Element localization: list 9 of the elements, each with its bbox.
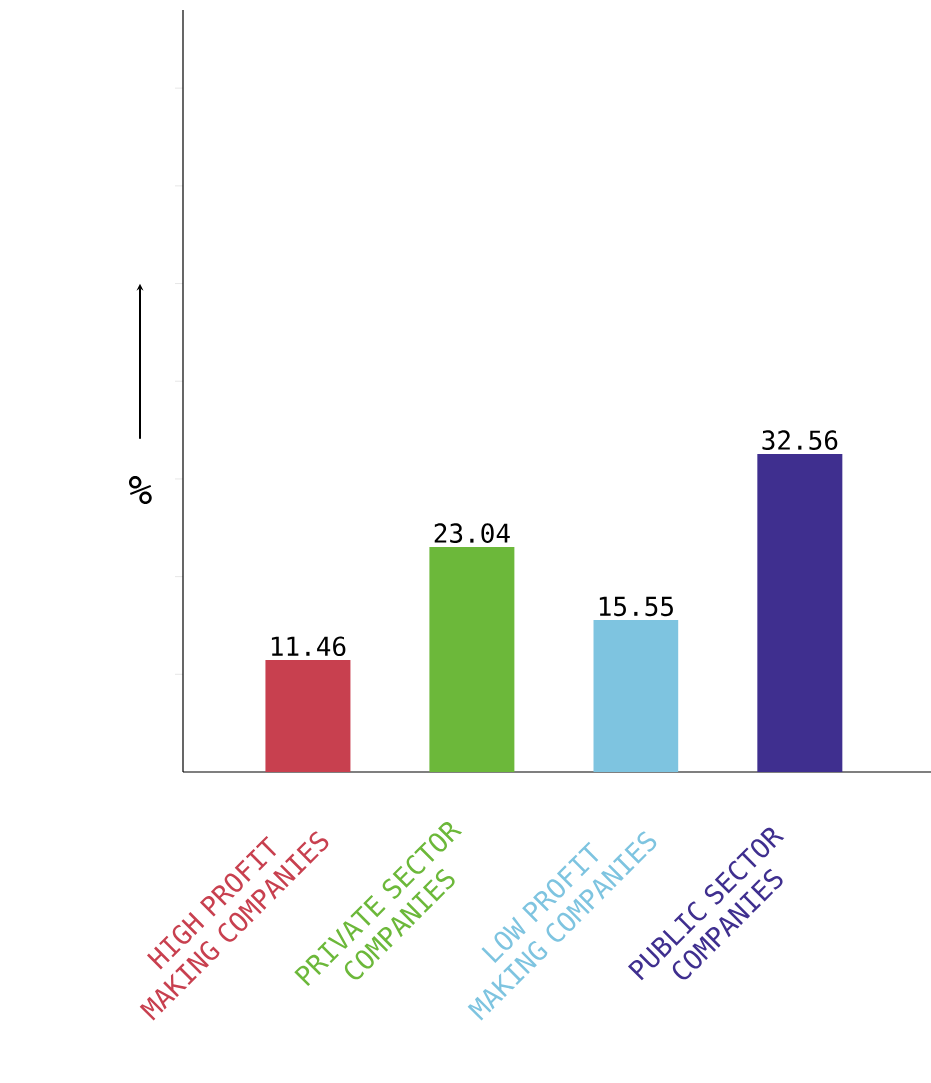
data-label: 23.04	[434, 523, 510, 543]
data-label: 32.56	[762, 430, 838, 450]
y-axis-title: %	[128, 476, 152, 505]
data-label: 15.55	[599, 596, 673, 617]
data-label: 11.46	[271, 636, 346, 657]
bar	[593, 620, 679, 772]
bar	[757, 453, 843, 772]
bar	[265, 660, 351, 772]
bar	[429, 546, 515, 772]
